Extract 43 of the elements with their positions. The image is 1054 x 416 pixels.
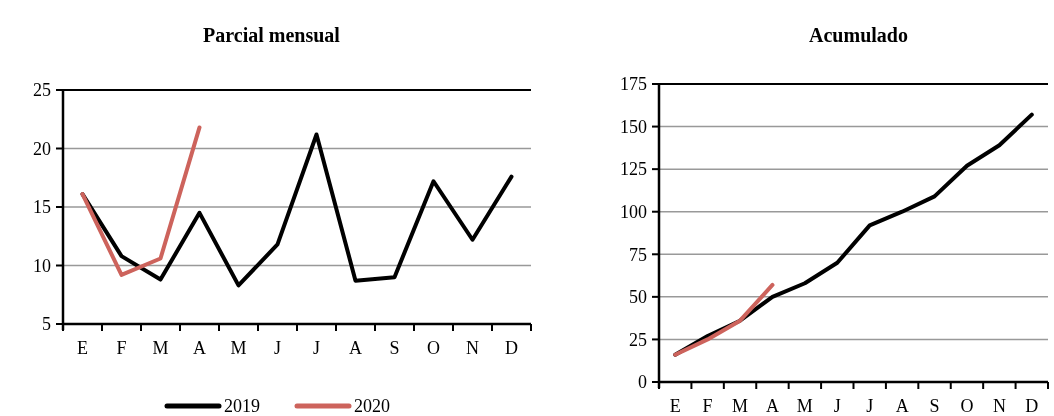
line-series xyxy=(673,282,775,357)
x-tick-label: A xyxy=(349,338,362,358)
x-tick-label: E xyxy=(77,338,88,358)
y-tick-label: 100 xyxy=(620,202,647,223)
x-tick-label: M xyxy=(732,396,749,416)
x-tick-label: M xyxy=(230,338,247,358)
x-tick-label: D xyxy=(1025,396,1039,416)
x-tick-label: F xyxy=(702,396,713,416)
y-tick-label: 25 xyxy=(33,80,51,101)
y-tick-label: 5 xyxy=(42,314,51,335)
x-tick-label: E xyxy=(669,396,681,416)
x-tick-label: A xyxy=(193,338,206,358)
x-tick-label: O xyxy=(960,396,974,416)
x-tick-label: D xyxy=(505,338,518,358)
y-tick-label: 175 xyxy=(620,74,647,95)
x-tick-label: A xyxy=(895,396,909,416)
chart-title: Acumulado xyxy=(809,24,908,46)
chart-title: Parcial mensual xyxy=(203,24,341,46)
y-tick-label: 50 xyxy=(629,287,647,308)
y-tick-label: 150 xyxy=(620,116,647,137)
legend-label: 2019 xyxy=(224,396,260,416)
y-tick-label: 125 xyxy=(620,159,647,180)
x-tick-label: S xyxy=(929,396,940,416)
x-tick-label: J xyxy=(866,396,874,416)
x-tick-label: N xyxy=(466,338,479,358)
x-tick-label: J xyxy=(312,338,321,358)
y-tick-label: 0 xyxy=(638,372,647,393)
x-tick-label: S xyxy=(389,338,400,358)
x-tick-label: M xyxy=(152,338,169,358)
x-tick-label: J xyxy=(833,396,841,416)
x-tick-label: O xyxy=(427,338,440,358)
line-series xyxy=(80,125,202,277)
legend-label: 2020 xyxy=(354,396,390,416)
y-tick-label: 15 xyxy=(33,197,51,218)
x-tick-label: M xyxy=(796,396,813,416)
x-tick-label: J xyxy=(273,338,282,358)
x-tick-label: F xyxy=(116,338,127,358)
y-tick-label: 25 xyxy=(629,329,647,350)
y-tick-label: 75 xyxy=(629,244,647,265)
x-tick-label: N xyxy=(992,396,1006,416)
x-tick-label: A xyxy=(765,396,779,416)
y-tick-label: 20 xyxy=(33,138,51,159)
y-tick-label: 10 xyxy=(33,255,51,276)
